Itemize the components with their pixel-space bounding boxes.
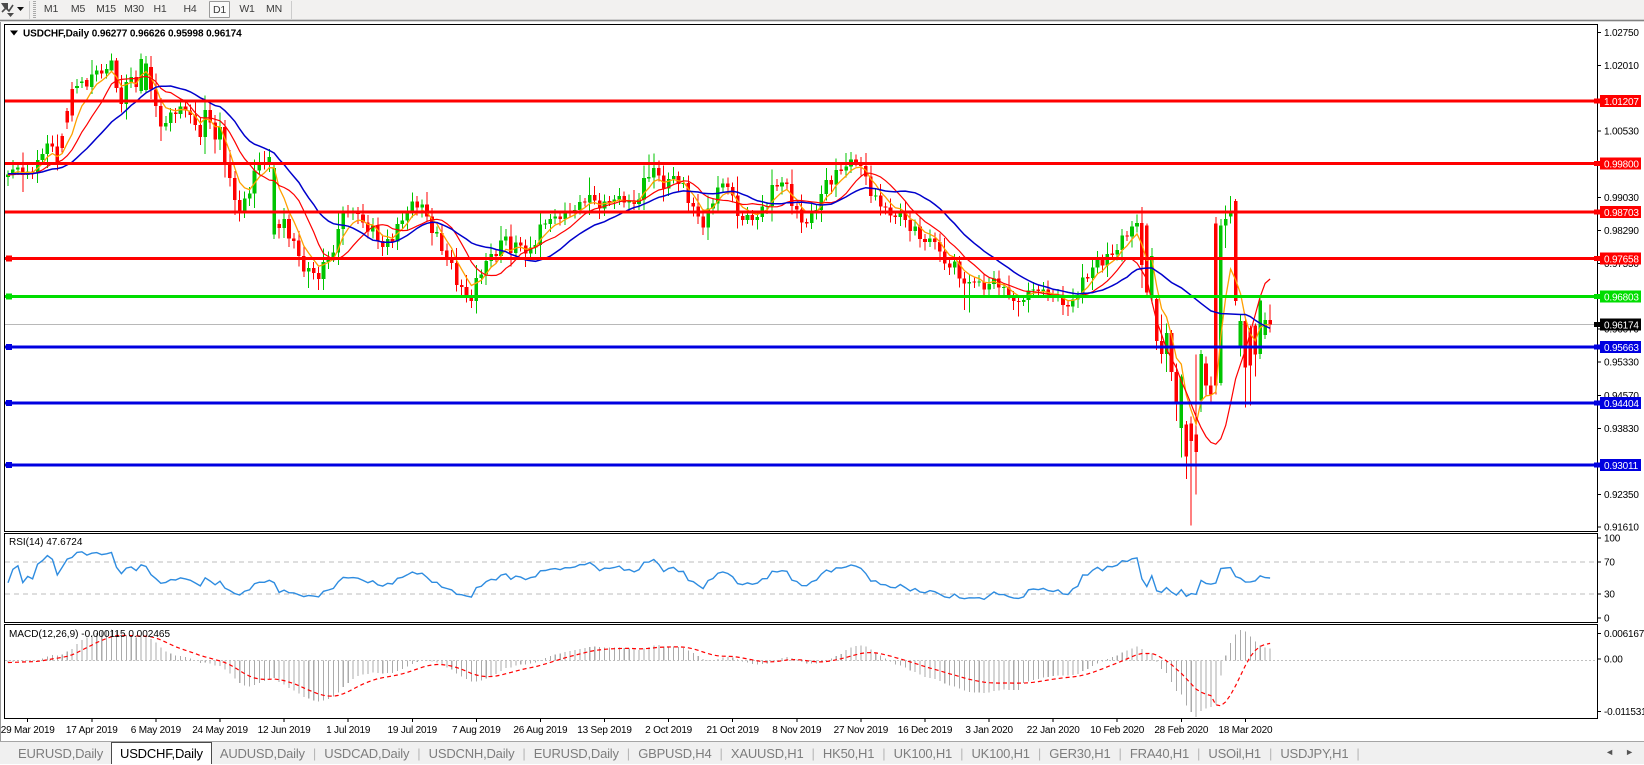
svg-text:2 Oct 2019: 2 Oct 2019	[645, 725, 693, 736]
svg-text:10 Feb 2020: 10 Feb 2020	[1090, 725, 1145, 736]
svg-text:0.92350: 0.92350	[1604, 490, 1639, 501]
svg-text:0.91610: 0.91610	[1604, 523, 1639, 534]
svg-text:1.00530: 1.00530	[1604, 127, 1639, 138]
svg-text:0.98290: 0.98290	[1604, 226, 1639, 237]
svg-text:0: 0	[1604, 614, 1610, 625]
svg-text:0.00: 0.00	[1604, 655, 1623, 666]
svg-text:29 Mar 2019: 29 Mar 2019	[1, 725, 56, 736]
svg-text:0.98703: 0.98703	[1604, 208, 1639, 219]
svg-text:19 Jul 2019: 19 Jul 2019	[388, 725, 438, 736]
svg-text:0.93011: 0.93011	[1604, 461, 1639, 472]
svg-text:12 Jun 2019: 12 Jun 2019	[258, 725, 311, 736]
svg-text:0.99030: 0.99030	[1604, 193, 1639, 204]
svg-text:30: 30	[1604, 590, 1615, 601]
svg-text:0.93830: 0.93830	[1604, 424, 1639, 435]
svg-text:0.006167: 0.006167	[1604, 629, 1644, 640]
svg-text:1.02010: 1.02010	[1604, 61, 1639, 72]
svg-text:8 Nov 2019: 8 Nov 2019	[772, 725, 822, 736]
svg-text:17 Apr 2019: 17 Apr 2019	[66, 725, 118, 736]
svg-text:1.02750: 1.02750	[1604, 28, 1639, 39]
svg-text:0.96174: 0.96174	[1604, 320, 1639, 331]
svg-text:6 May 2019: 6 May 2019	[131, 725, 182, 736]
svg-text:MACD(12,26,9) -0.000115 0.0024: MACD(12,26,9) -0.000115 0.002465	[9, 629, 170, 640]
svg-text:-0.011531: -0.011531	[1604, 707, 1644, 718]
svg-text:0.94570: 0.94570	[1604, 391, 1639, 402]
svg-text:RSI(14) 47.6724: RSI(14) 47.6724	[9, 537, 83, 548]
svg-text:13 Sep 2019: 13 Sep 2019	[577, 725, 632, 736]
svg-text:0.99800: 0.99800	[1604, 159, 1639, 170]
svg-text:22 Jan 2020: 22 Jan 2020	[1027, 725, 1080, 736]
svg-text:1.01207: 1.01207	[1604, 97, 1639, 108]
svg-text:0.94404: 0.94404	[1604, 399, 1639, 410]
svg-text:USDCHF,Daily 0.96277 0.96626: USDCHF,Daily 0.96277 0.96626 0.95998 0.9…	[23, 29, 242, 40]
svg-text:7 Aug 2019: 7 Aug 2019	[452, 725, 501, 736]
svg-text:3 Jan 2020: 3 Jan 2020	[965, 725, 1013, 736]
svg-text:27 Nov 2019: 27 Nov 2019	[834, 725, 889, 736]
svg-text:70: 70	[1604, 558, 1615, 569]
svg-text:1 Jul 2019: 1 Jul 2019	[326, 725, 371, 736]
svg-text:100: 100	[1604, 534, 1621, 545]
svg-text:0.95663: 0.95663	[1604, 343, 1639, 354]
svg-text:0.95330: 0.95330	[1604, 358, 1639, 369]
svg-text:0.96803: 0.96803	[1604, 292, 1639, 303]
svg-text:26 Aug 2019: 26 Aug 2019	[513, 725, 568, 736]
svg-text:18 Mar 2020: 18 Mar 2020	[1218, 725, 1273, 736]
svg-text:21 Oct 2019: 21 Oct 2019	[707, 725, 760, 736]
svg-text:16 Dec 2019: 16 Dec 2019	[898, 725, 953, 736]
svg-text:0.97658: 0.97658	[1604, 254, 1639, 265]
svg-text:28 Feb 2020: 28 Feb 2020	[1154, 725, 1209, 736]
svg-text:24 May 2019: 24 May 2019	[192, 725, 248, 736]
